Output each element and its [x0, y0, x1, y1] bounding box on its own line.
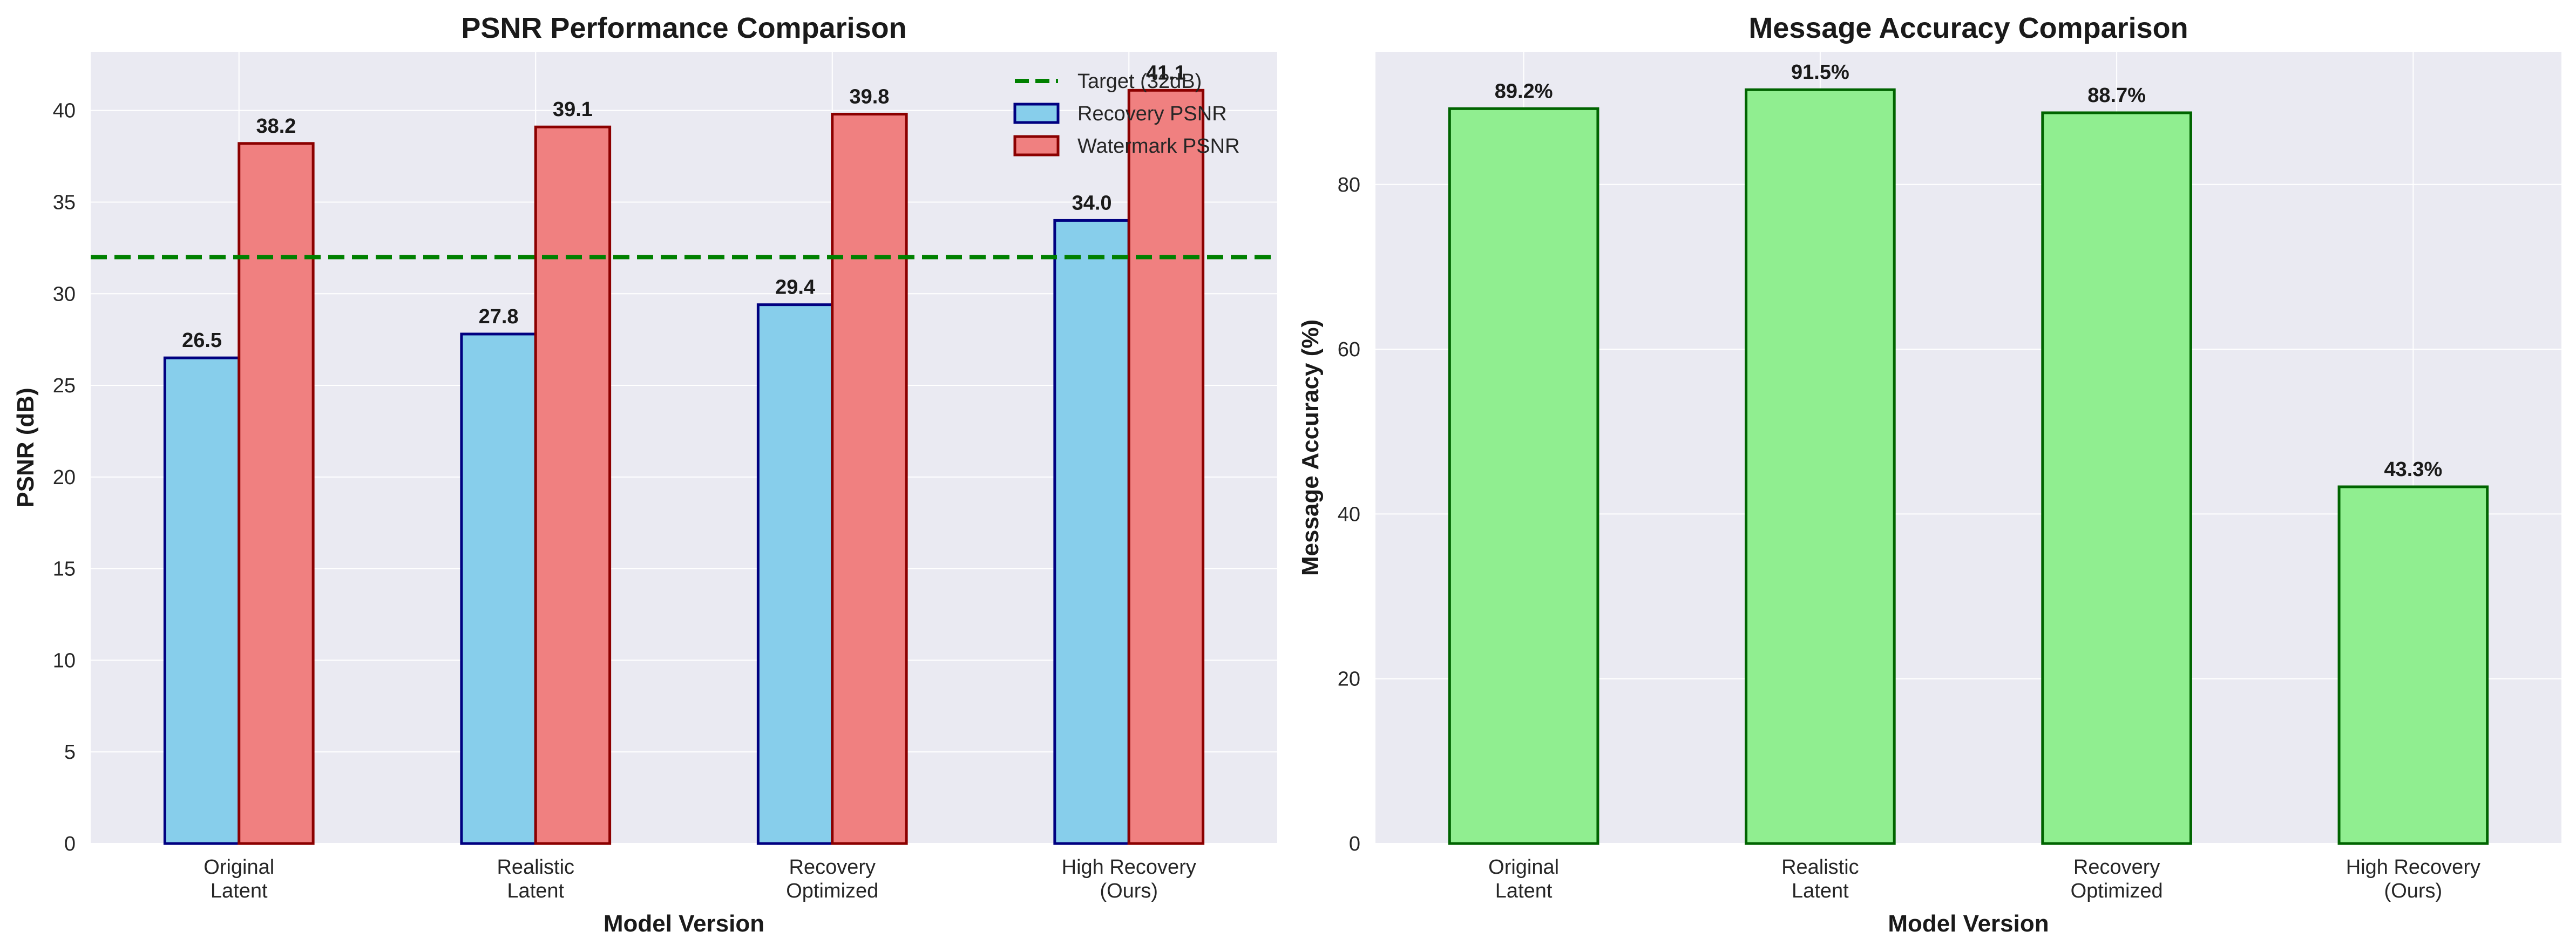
legend-swatch	[1013, 103, 1060, 124]
y-tick-label: 20	[53, 466, 76, 489]
bar	[460, 332, 537, 845]
accuracy-y-ticks: 0 20 40 60 80	[1338, 174, 1360, 855]
y-tick-label: 25	[53, 375, 76, 397]
accuracy-x-axis-label: Model Version	[1888, 910, 2049, 937]
data-label: 88.7%	[2087, 84, 2146, 107]
x-tick-label: Realistic Latent	[497, 856, 574, 902]
data-label: 27.8	[479, 305, 519, 328]
data-label: 39.8	[849, 85, 889, 108]
x-tick-label: Realistic Latent	[1781, 856, 1859, 902]
bar	[163, 356, 241, 845]
y-tick-label: 0	[64, 833, 76, 855]
bar	[534, 125, 612, 845]
accuracy-chart-title: Message Accuracy Comparison	[1748, 12, 2188, 44]
psnr-y-axis-label: PSNR (dB)	[12, 387, 39, 507]
accuracy-bars	[1448, 88, 2489, 845]
psnr-x-axis-label: Model Version	[604, 910, 764, 937]
psnr-bars	[163, 89, 1205, 845]
data-label: 34.0	[1072, 192, 1112, 214]
x-tick-label: Recovery Optimized	[2071, 856, 2163, 902]
data-label: 41.1	[1146, 62, 1186, 84]
bar	[831, 112, 908, 845]
x-tick-label: High Recovery (Ours)	[2346, 856, 2480, 902]
y-tick-label: 35	[53, 191, 76, 214]
data-label: 43.3%	[2384, 458, 2443, 481]
legend-label: Watermark PSNR	[1077, 135, 1240, 158]
bar	[756, 303, 834, 845]
psnr-y-ticks: 0 5 10 15 20 25 30 35 40	[53, 100, 76, 855]
psnr-chart: 26.5 27.8 29.4 34.0 38.2 39.1 39.8 41.1 0 5 10 15 2…	[12, 12, 1277, 937]
x-tick-label: Original Latent	[1488, 856, 1559, 902]
x-tick-label: High Recovery (Ours)	[1062, 856, 1196, 902]
y-tick-label: 5	[64, 741, 76, 764]
bar	[1127, 89, 1205, 845]
legend-label: Recovery PSNR	[1077, 103, 1227, 125]
y-tick-label: 40	[53, 100, 76, 123]
data-label: 89.2%	[1495, 80, 1553, 103]
x-tick-label: Original Latent	[204, 856, 274, 902]
data-label: 91.5%	[1791, 61, 1849, 84]
y-tick-label: 30	[53, 283, 76, 305]
legend-label: Target (32dB)	[1077, 70, 1202, 93]
accuracy-data-labels: 89.2% 91.5% 88.7% 43.3%	[1495, 61, 2443, 481]
x-tick-label: Recovery Optimized	[786, 856, 878, 902]
bar	[2337, 485, 2489, 845]
y-tick-label: 60	[1338, 338, 1360, 361]
y-tick-label: 10	[53, 649, 76, 672]
y-tick-label: 0	[1349, 833, 1360, 855]
bar	[1745, 88, 1896, 845]
bar	[1448, 107, 1599, 845]
y-tick-label: 40	[1338, 503, 1360, 526]
data-label: 38.2	[256, 115, 296, 138]
data-label: 29.4	[775, 276, 815, 299]
accuracy-x-ticks: Original Latent Realistic Latent Recovery Opt…	[1488, 856, 2480, 902]
psnr-x-ticks: Original Latent Realistic Latent Recovery Opt…	[204, 856, 1196, 902]
data-label: 39.1	[553, 98, 593, 121]
accuracy-chart: 89.2% 91.5% 88.7% 43.3% 0 20 40 60 80 Original L…	[1297, 12, 2561, 937]
psnr-data-labels: 26.5 27.8 29.4 34.0 38.2 39.1 39.8 41.1	[182, 62, 1186, 352]
psnr-legend: Target (32dB) Recovery PSNR Watermark PSNR	[1013, 70, 1240, 158]
legend-swatch	[1013, 135, 1060, 157]
accuracy-y-axis-label: Message Accuracy (%)	[1297, 319, 1324, 576]
y-tick-label: 20	[1338, 668, 1360, 691]
bar	[1053, 219, 1130, 845]
y-tick-label: 15	[53, 558, 76, 581]
y-tick-label: 80	[1338, 174, 1360, 196]
data-label: 26.5	[182, 329, 222, 352]
bar	[2041, 111, 2192, 845]
bar	[238, 142, 315, 845]
psnr-chart-title: PSNR Performance Comparison	[461, 12, 906, 44]
